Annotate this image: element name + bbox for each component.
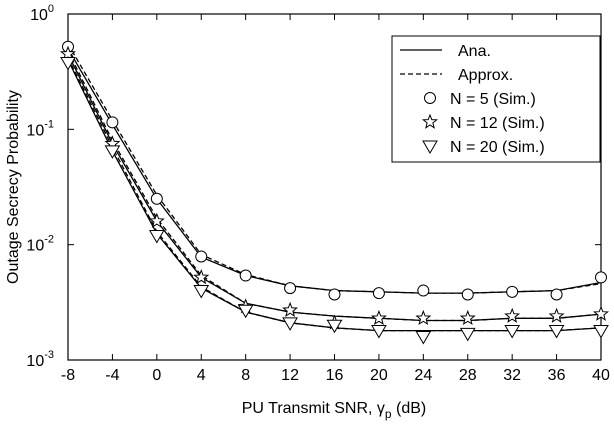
x-tick-label: 36	[548, 367, 566, 384]
x-tick-label: 0	[152, 367, 161, 384]
x-tick-label: 4	[197, 367, 206, 384]
x-label-text: PU Transmit SNR, γ	[242, 400, 385, 417]
marker	[371, 325, 387, 339]
x-tick-label: 20	[370, 367, 388, 384]
y-axis-label: Outage Secrecy Probability	[5, 90, 22, 284]
marker	[506, 285, 519, 298]
legend-marker	[424, 92, 436, 104]
marker	[548, 307, 565, 323]
marker	[282, 301, 299, 318]
y-tick-base: 10	[26, 122, 44, 139]
marker	[195, 250, 208, 263]
y-tick-label: 10-2	[26, 234, 54, 255]
marker	[237, 304, 254, 319]
marker	[415, 330, 432, 345]
x-tick-label: 12	[281, 367, 299, 384]
marker	[370, 309, 387, 326]
y-tick-exp: -1	[44, 118, 54, 130]
legend-label: N = 12 (Sim.)	[450, 115, 545, 132]
legend-label: N = 20 (Sim.)	[450, 139, 545, 156]
legend-marker	[421, 113, 439, 129]
marker	[150, 192, 163, 205]
marker	[193, 285, 210, 299]
y-tick-base: 10	[26, 238, 44, 255]
marker	[148, 212, 165, 228]
y-tick-label: 100	[30, 3, 54, 24]
legend: Ana. Approx. N = 5 (Sim.) N = 12 (Sim.) N = …	[391, 35, 601, 163]
marker	[504, 307, 521, 323]
y-tick-base: 10	[26, 353, 44, 370]
y-tick-exp: -3	[44, 349, 54, 361]
marker	[504, 325, 521, 339]
x-axis-label: PU Transmit SNR, γp (dB)	[242, 400, 427, 421]
x-tick-label: -4	[105, 367, 119, 384]
x-tick-label: 24	[414, 367, 432, 384]
x-tick-label: 8	[241, 367, 250, 384]
y-tick-base: 10	[30, 7, 48, 24]
marker	[592, 305, 610, 321]
marker	[60, 56, 76, 71]
marker	[593, 325, 609, 339]
marker	[595, 271, 607, 284]
y-tick-label: 10-3	[26, 349, 54, 370]
x-tick-label: 28	[459, 367, 477, 384]
marker	[459, 309, 476, 326]
marker	[459, 327, 476, 342]
marker	[193, 268, 210, 285]
legend-label: Ana.	[458, 43, 491, 60]
marker	[148, 230, 165, 244]
x-label-sub: p	[385, 407, 392, 421]
marker	[372, 287, 385, 300]
marker	[548, 325, 565, 339]
marker	[104, 145, 121, 159]
legend-label: Approx.	[458, 67, 513, 84]
marker	[326, 319, 343, 334]
marker	[328, 288, 341, 301]
marker	[415, 309, 432, 326]
y-tick-exp: -2	[44, 234, 54, 246]
marker	[417, 284, 430, 297]
x-tick-label: 40	[592, 367, 610, 384]
legend-label: N = 5 (Sim.)	[450, 91, 536, 108]
x-label-suffix: (dB)	[392, 400, 427, 417]
x-tick-label: 16	[326, 367, 344, 384]
x-tick-label: 32	[503, 367, 521, 384]
marker	[106, 116, 119, 129]
marker	[550, 288, 563, 301]
marker	[461, 288, 474, 301]
marker	[284, 282, 297, 295]
y-tick-exp: 0	[48, 3, 54, 15]
y-tick-label: 10-1	[26, 118, 54, 139]
x-tick-label: -8	[61, 367, 75, 384]
legend-marker	[422, 140, 438, 154]
marker	[239, 269, 252, 282]
marker	[282, 317, 298, 331]
